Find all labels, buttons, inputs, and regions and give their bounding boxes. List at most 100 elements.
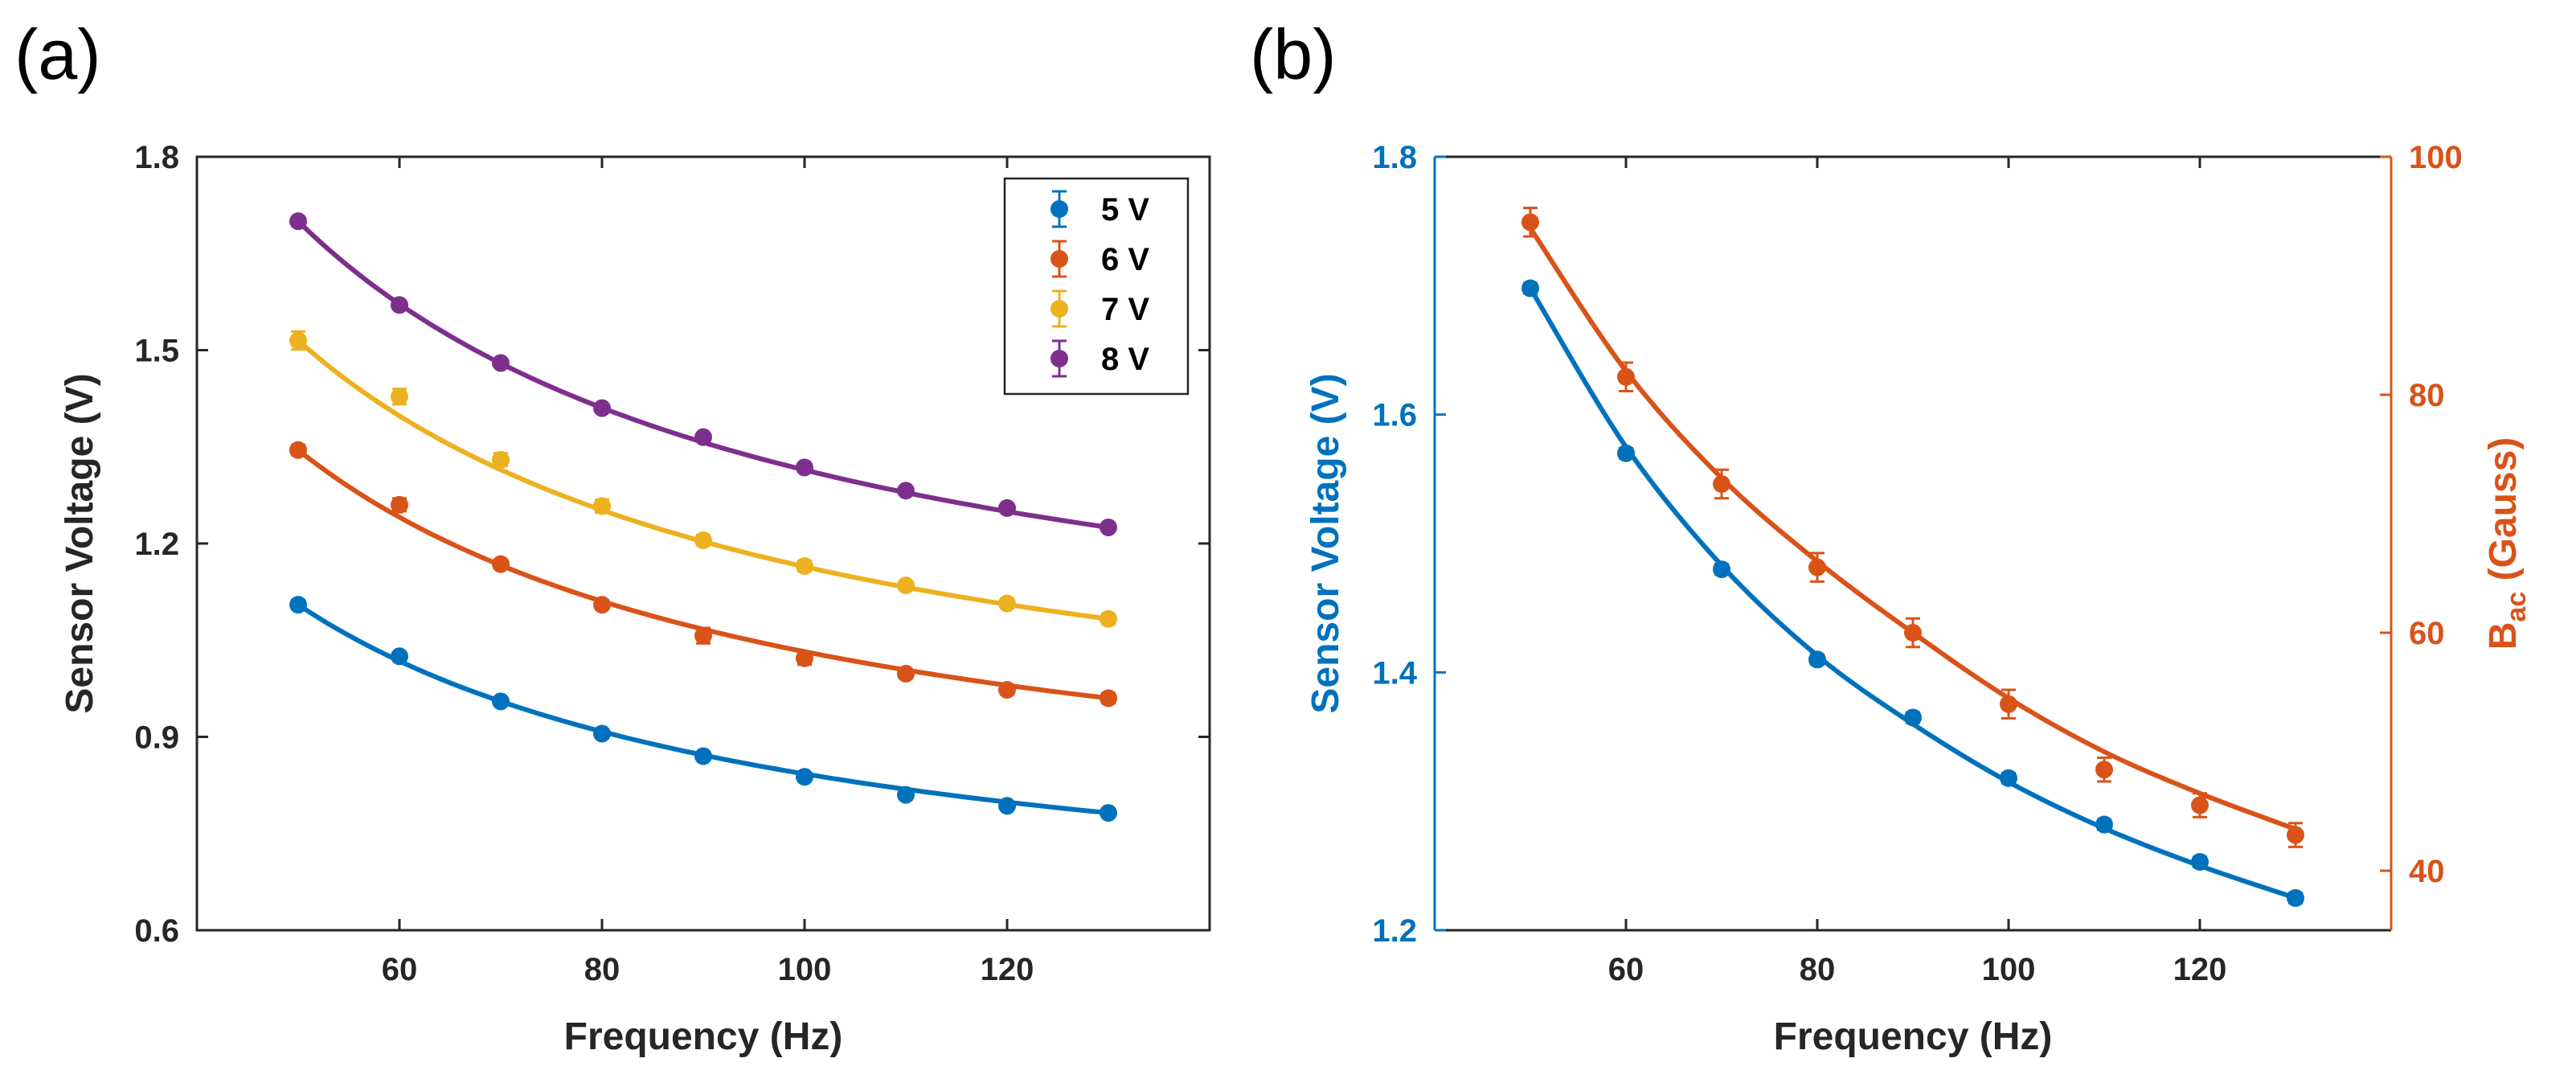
b-data-point-right	[2191, 796, 2209, 814]
b-data-point-left	[1904, 708, 1922, 727]
bac-subscript: ac	[2501, 592, 2532, 622]
a-y-tick-label: 0.6	[134, 913, 179, 949]
b-fit-curve-right	[1528, 227, 2297, 832]
a-fit-curve-8v	[296, 219, 1109, 530]
b-right-y-tick-label: 80	[2409, 378, 2445, 413]
a-data-point	[492, 450, 510, 469]
a-data-point	[897, 664, 915, 683]
panel-a-data-points	[289, 212, 1117, 822]
panel-b-label: (b)	[1250, 14, 1337, 94]
panel-b: (b) 60 80 100 120 1.2 1.4 1.6 1.8 40 60 80 100 Freq…	[1250, 14, 2532, 1058]
panel-b-x-axis-title: Frequency (Hz)	[1774, 1015, 2053, 1058]
a-data-point	[998, 594, 1016, 613]
a-data-point	[391, 647, 408, 666]
b-left-y-tick-label: 1.4	[1372, 655, 1417, 691]
a-data-point	[593, 399, 611, 417]
a-data-point	[998, 797, 1016, 815]
b-left-y-tick-label: 1.2	[1372, 913, 1417, 949]
a-data-point	[391, 495, 408, 514]
b-data-point-right	[1808, 558, 1826, 576]
a-data-point	[492, 692, 510, 711]
legend-marker	[1050, 250, 1068, 268]
a-x-tick-label: 120	[981, 952, 1034, 987]
a-data-point	[593, 724, 611, 743]
b-fit-curve-left	[1528, 286, 2296, 900]
panel-b-left-y-axis-title: Sensor Voltage (V)	[1304, 373, 1347, 713]
a-data-point	[391, 296, 408, 314]
b-right-y-tick-label: 100	[2409, 140, 2463, 175]
b-right-y-tick-label: 40	[2409, 854, 2445, 889]
a-data-point	[998, 498, 1016, 517]
a-data-point	[694, 747, 712, 765]
panel-a: (a) 60 80 100 120 0.6 0.9 1.2 1.5 1.8 Frequency …	[14, 14, 1211, 1058]
a-data-point	[289, 596, 307, 614]
a-data-point	[492, 354, 510, 372]
a-y-tick-label: 1.8	[134, 140, 179, 175]
a-data-point	[796, 768, 813, 786]
b-data-point-right	[2287, 826, 2304, 844]
b-left-y-tick-label: 1.8	[1372, 140, 1417, 175]
b-data-point-left	[1521, 279, 1539, 297]
a-data-point	[694, 626, 712, 645]
b-x-tick-label: 80	[1800, 952, 1836, 987]
a-data-point	[796, 557, 813, 576]
b-x-tick-label: 60	[1608, 952, 1644, 987]
b-data-point-right	[1617, 367, 1635, 386]
bac-unit: (Gauss)	[2482, 437, 2525, 592]
a-y-tick-label: 0.9	[134, 720, 179, 756]
legend-label: 8 V	[1101, 342, 1149, 377]
panel-b-data-points	[1521, 207, 2304, 907]
a-x-tick-label: 60	[382, 952, 418, 987]
a-data-point	[1100, 609, 1117, 628]
a-y-tick-label: 1.2	[134, 527, 179, 562]
legend-entries: 5 V 6 V 7 V 8 V	[1050, 190, 1149, 378]
a-x-tick-label: 80	[584, 952, 620, 987]
b-data-point-left	[1808, 650, 1826, 669]
b-x-tick-label: 120	[2173, 952, 2227, 987]
a-data-point	[897, 482, 915, 500]
a-data-point	[289, 441, 307, 459]
b-data-point-right	[2000, 695, 2017, 713]
a-x-tick-label: 100	[778, 952, 832, 987]
legend-marker	[1050, 350, 1068, 367]
bac-symbol: B	[2482, 622, 2525, 650]
a-data-point	[694, 428, 712, 446]
b-data-point-left	[2095, 815, 2113, 834]
legend-box	[1003, 177, 1190, 396]
a-data-point	[593, 596, 611, 614]
a-data-point	[289, 212, 307, 231]
legend-label: 6 V	[1101, 242, 1149, 277]
b-data-point-right	[1713, 475, 1730, 493]
a-data-point	[289, 331, 307, 350]
panel-b-right-y-axis-title: Bac (Gauss)	[2482, 437, 2532, 650]
a-data-point	[391, 388, 408, 406]
a-data-point	[897, 576, 915, 595]
a-data-point	[694, 531, 712, 549]
legend-label: 5 V	[1101, 192, 1149, 228]
a-data-point	[1100, 804, 1117, 822]
b-data-point-right	[2095, 761, 2113, 779]
panel-b-ticks: 60 80 100 120 1.2 1.4 1.6 1.8 40 60 80 100	[1372, 140, 2462, 987]
legend-marker	[1050, 300, 1068, 318]
b-data-point-right	[1521, 213, 1539, 232]
a-data-point	[897, 786, 915, 804]
panel-a-label: (a)	[14, 14, 101, 94]
a-data-point	[1100, 518, 1117, 536]
b-data-point-left	[1713, 560, 1730, 579]
panel-a-ticks: 60 80 100 120 0.6 0.9 1.2 1.5 1.8	[134, 140, 1210, 987]
legend-label: 7 V	[1101, 292, 1149, 327]
panel-a-x-axis-title: Frequency (Hz)	[564, 1015, 843, 1058]
a-data-point	[492, 555, 510, 573]
b-data-point-left	[2191, 853, 2209, 872]
b-data-point-left	[1617, 444, 1635, 462]
a-data-point	[593, 497, 611, 515]
a-data-point	[796, 649, 813, 667]
a-data-point	[998, 680, 1016, 699]
a-y-tick-label: 1.5	[134, 334, 179, 369]
panel-b-fit-curves	[1528, 227, 2297, 900]
b-x-tick-label: 100	[1982, 952, 2036, 987]
b-data-point-left	[2000, 769, 2017, 787]
panel-a-y-axis-title: Sensor Voltage (V)	[59, 373, 101, 713]
a-data-point	[1100, 689, 1117, 708]
